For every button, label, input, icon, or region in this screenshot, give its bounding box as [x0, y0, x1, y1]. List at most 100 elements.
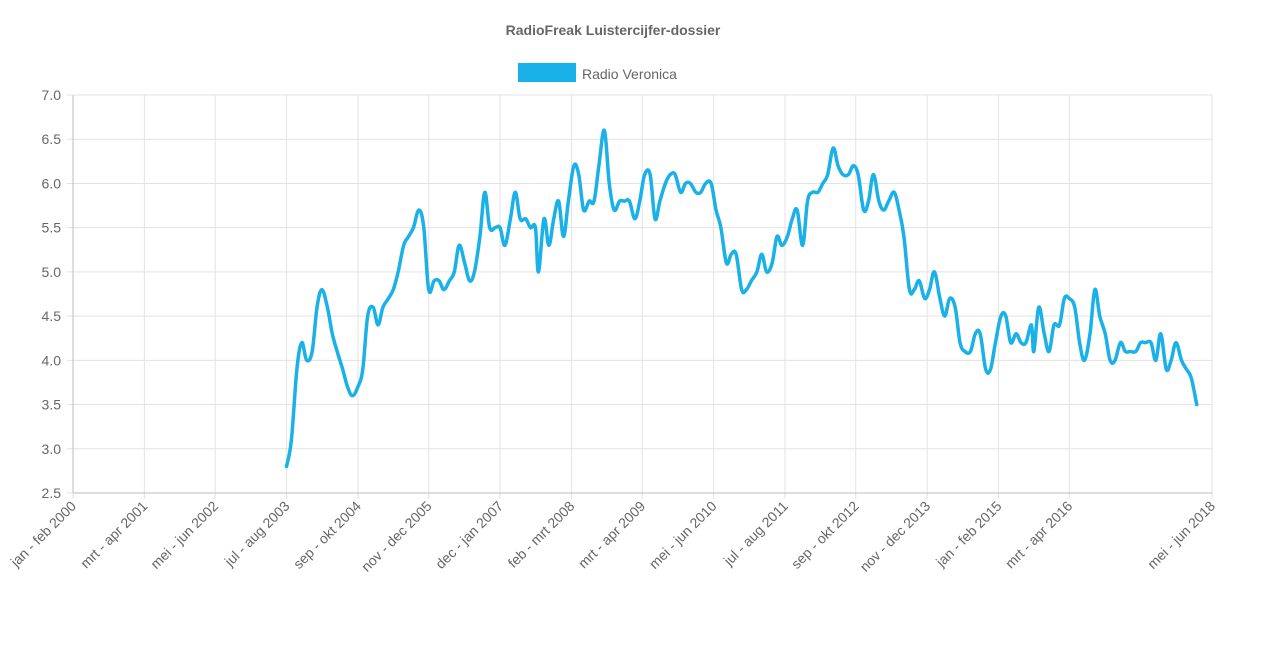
data-point[interactable]	[916, 278, 922, 284]
data-point[interactable]	[1072, 304, 1078, 310]
data-point[interactable]	[866, 198, 872, 204]
data-point[interactable]	[698, 189, 704, 195]
data-point[interactable]	[345, 384, 351, 390]
data-point[interactable]	[556, 198, 562, 204]
data-point[interactable]	[365, 313, 371, 319]
data-point[interactable]	[410, 225, 416, 231]
data-point[interactable]	[601, 127, 607, 133]
data-point[interactable]	[957, 340, 963, 346]
data-point[interactable]	[1077, 340, 1083, 346]
data-point[interactable]	[937, 295, 943, 301]
data-point[interactable]	[784, 234, 790, 240]
data-point[interactable]	[687, 180, 693, 186]
data-point[interactable]	[334, 348, 340, 354]
data-point[interactable]	[759, 251, 765, 257]
data-point[interactable]	[571, 163, 577, 169]
data-point[interactable]	[1041, 331, 1047, 337]
data-point[interactable]	[881, 207, 887, 213]
data-point[interactable]	[1143, 340, 1149, 346]
data-point[interactable]	[800, 242, 806, 248]
data-point[interactable]	[1003, 313, 1009, 319]
data-point[interactable]	[1188, 375, 1194, 381]
data-point[interactable]	[769, 260, 775, 266]
data-point[interactable]	[967, 348, 973, 354]
data-point[interactable]	[565, 198, 571, 204]
data-point[interactable]	[502, 242, 508, 248]
data-point[interactable]	[512, 189, 518, 195]
data-point[interactable]	[809, 189, 815, 195]
data-point[interactable]	[535, 269, 541, 275]
data-point[interactable]	[1102, 331, 1108, 337]
data-point[interactable]	[288, 437, 294, 443]
data-point[interactable]	[815, 189, 821, 195]
data-point[interactable]	[1087, 331, 1093, 337]
data-point[interactable]	[314, 304, 320, 310]
data-point[interactable]	[451, 269, 457, 275]
data-point[interactable]	[733, 251, 739, 257]
data-point[interactable]	[304, 357, 310, 363]
data-point[interactable]	[1112, 357, 1118, 363]
data-point[interactable]	[517, 216, 523, 222]
data-point[interactable]	[581, 207, 587, 213]
data-point[interactable]	[672, 172, 678, 178]
data-point[interactable]	[436, 278, 442, 284]
data-point[interactable]	[441, 287, 447, 293]
data-point[interactable]	[1127, 348, 1133, 354]
data-point[interactable]	[340, 366, 346, 372]
data-point[interactable]	[1178, 357, 1184, 363]
data-point[interactable]	[626, 198, 632, 204]
data-point[interactable]	[642, 172, 648, 178]
data-point[interactable]	[703, 180, 709, 186]
data-point[interactable]	[855, 172, 861, 178]
data-point[interactable]	[754, 269, 760, 275]
data-point[interactable]	[507, 216, 513, 222]
data-point[interactable]	[764, 269, 770, 275]
data-point[interactable]	[1031, 348, 1037, 354]
data-point[interactable]	[596, 163, 602, 169]
data-point[interactable]	[329, 331, 335, 337]
data-point[interactable]	[487, 225, 493, 231]
data-point[interactable]	[825, 172, 831, 178]
data-point[interactable]	[723, 260, 729, 266]
data-point[interactable]	[861, 207, 867, 213]
data-point[interactable]	[360, 366, 366, 372]
data-point[interactable]	[779, 242, 785, 248]
data-point[interactable]	[830, 145, 836, 151]
series-line[interactable]	[284, 128, 1199, 469]
data-point[interactable]	[370, 304, 376, 310]
data-point[interactable]	[870, 172, 876, 178]
data-point[interactable]	[406, 234, 412, 240]
data-point[interactable]	[1056, 322, 1062, 328]
data-point[interactable]	[1148, 340, 1154, 346]
data-point[interactable]	[662, 180, 668, 186]
data-point[interactable]	[718, 225, 724, 231]
data-point[interactable]	[977, 331, 983, 337]
data-point[interactable]	[886, 198, 892, 204]
data-point[interactable]	[416, 207, 422, 213]
data-point[interactable]	[850, 163, 856, 169]
data-point[interactable]	[1163, 366, 1169, 372]
data-point[interactable]	[284, 463, 290, 469]
data-point[interactable]	[1097, 313, 1103, 319]
data-point[interactable]	[992, 340, 998, 346]
data-point[interactable]	[931, 269, 937, 275]
data-point[interactable]	[294, 366, 300, 372]
data-point[interactable]	[1194, 402, 1200, 408]
data-point[interactable]	[1051, 322, 1057, 328]
data-point[interactable]	[708, 180, 714, 186]
data-point[interactable]	[1008, 340, 1014, 346]
data-point[interactable]	[789, 216, 795, 222]
data-point[interactable]	[713, 207, 719, 213]
data-point[interactable]	[632, 216, 638, 222]
data-point[interactable]	[576, 172, 582, 178]
data-point[interactable]	[1081, 357, 1087, 363]
data-point[interactable]	[456, 242, 462, 248]
data-point[interactable]	[546, 242, 552, 248]
data-point[interactable]	[324, 304, 330, 310]
data-point[interactable]	[611, 207, 617, 213]
data-point[interactable]	[988, 366, 994, 372]
data-point[interactable]	[1036, 304, 1042, 310]
data-point[interactable]	[1153, 357, 1159, 363]
data-point[interactable]	[497, 225, 503, 231]
data-point[interactable]	[657, 198, 663, 204]
